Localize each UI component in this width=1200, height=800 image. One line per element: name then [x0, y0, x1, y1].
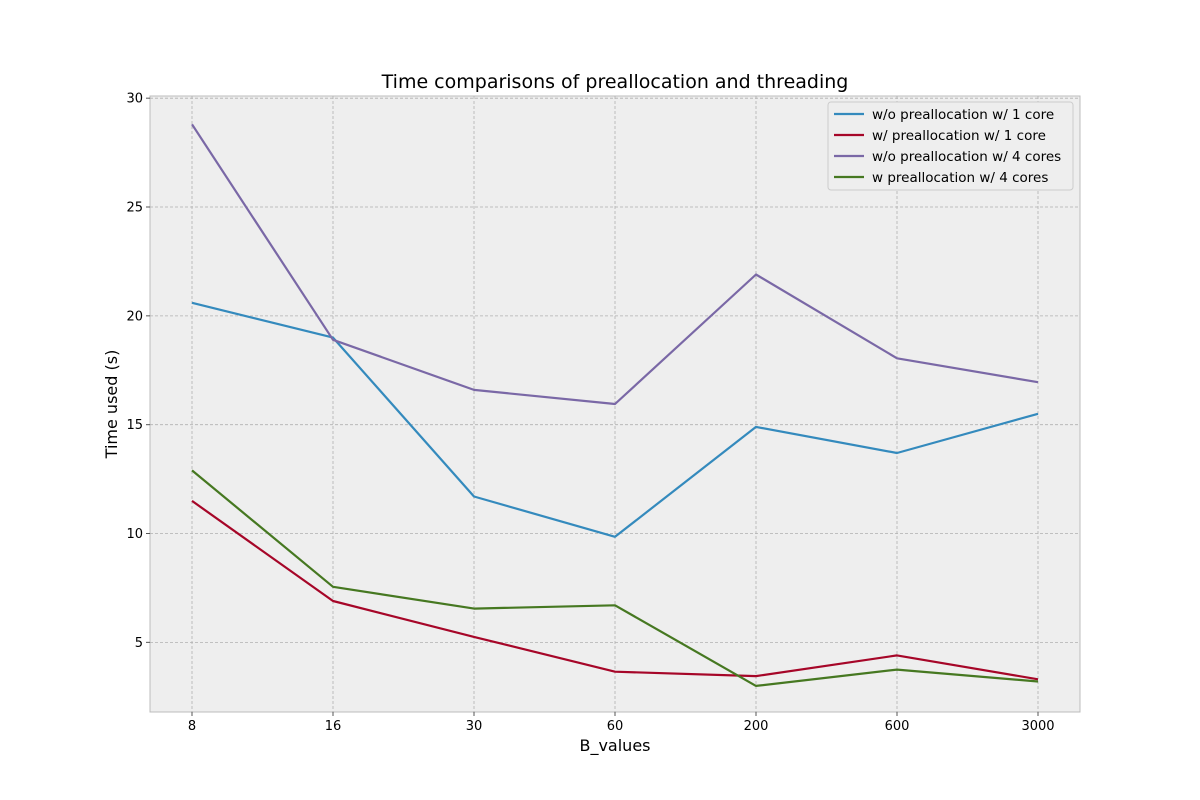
y-tick-label: 30: [126, 92, 143, 107]
x-axis-label: B_values: [579, 736, 650, 756]
x-tick-label: 16: [325, 719, 342, 734]
y-tick-label: 10: [126, 527, 143, 542]
y-axis-label: Time used (s): [102, 350, 121, 460]
y-tick-label: 25: [126, 201, 143, 216]
series-line-2: [191, 500, 1039, 681]
legend-label: w/o preallocation w/ 4 cores: [872, 149, 1061, 165]
x-axis-ticks: 8 16 30 60 200 600 3000: [188, 712, 1055, 734]
y-axis-ticks: 5 10 15 20 25 30: [126, 92, 150, 651]
x-tick-label: 60: [607, 719, 624, 734]
legend-label: w/ preallocation w/ 1 core: [872, 128, 1046, 144]
legend-label: w preallocation w/ 4 cores: [872, 170, 1048, 186]
x-tick-label: 30: [466, 719, 483, 734]
series-lines: [191, 123, 1039, 688]
y-tick-label: 15: [126, 418, 143, 433]
legend-box: [827, 101, 1074, 191]
legend: w/o preallocation w/ 1 core w/ preallocat…: [827, 101, 1074, 191]
series-line-4: [191, 469, 1039, 688]
chart-title: Time comparisons of preallocation and th…: [381, 71, 849, 93]
series-line-1: [191, 301, 1039, 538]
x-tick-label: 3000: [1021, 719, 1054, 734]
y-tick-label: 20: [126, 309, 143, 324]
legend-label: w/o preallocation w/ 1 core: [872, 107, 1054, 123]
x-tick-label: 600: [885, 719, 910, 734]
series-line-3: [191, 123, 1039, 406]
x-tick-label: 200: [744, 719, 769, 734]
x-tick-label: 8: [188, 719, 196, 734]
y-tick-label: 5: [135, 636, 143, 651]
